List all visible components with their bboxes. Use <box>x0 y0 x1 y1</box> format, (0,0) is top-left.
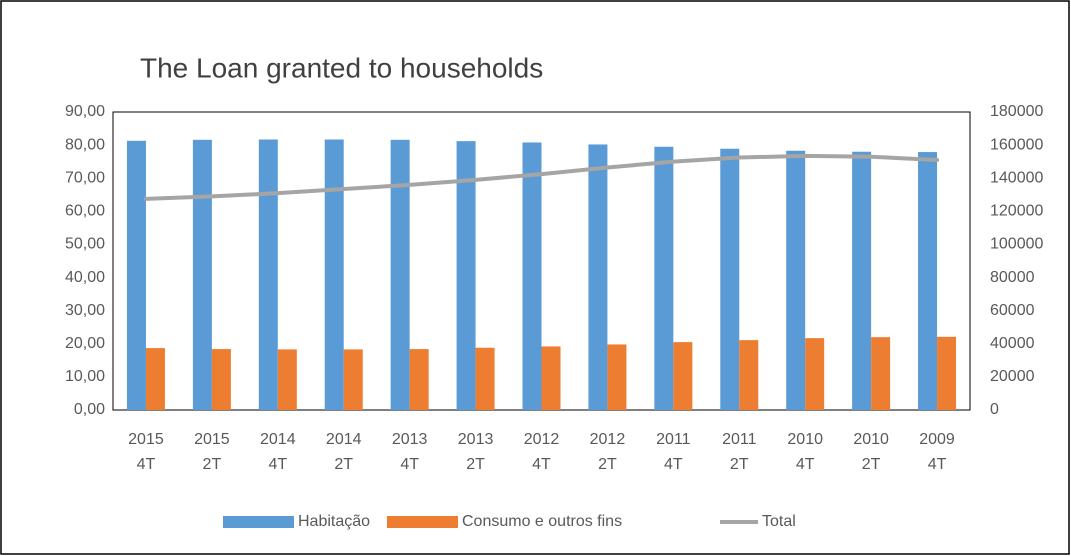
bar <box>588 144 608 410</box>
x-tick-label: 2014 <box>326 431 362 448</box>
chart-title: The Loan granted to households <box>140 52 543 83</box>
x-tick-label: 2011 <box>722 431 757 448</box>
y2-tick-label: 40000 <box>990 335 1035 352</box>
bar <box>258 139 278 410</box>
x-tick-label: 2T <box>862 456 881 473</box>
bar <box>786 150 806 411</box>
x-tick-label: 4T <box>664 456 683 473</box>
x-tick-label: 2010 <box>787 431 823 448</box>
y-tick-label: 10,00 <box>65 368 105 385</box>
bar <box>654 146 674 410</box>
x-tick-label: 2012 <box>590 431 626 448</box>
x-tick-label: 2014 <box>260 431 296 448</box>
legend-label: Total <box>762 513 796 530</box>
x-tick-label: 2T <box>466 456 485 473</box>
x-tick-label: 2013 <box>458 431 494 448</box>
x-tick-label: 2T <box>598 456 617 473</box>
bar <box>720 148 740 410</box>
x-tick-label: 4T <box>268 456 287 473</box>
y-tick-label: 70,00 <box>65 169 105 186</box>
x-tick-label: 4T <box>928 456 947 473</box>
x-tick-label: 4T <box>137 456 156 473</box>
y-tick-label: 90,00 <box>65 103 105 120</box>
legend-swatch <box>387 516 458 528</box>
y2-tick-label: 80000 <box>990 269 1035 286</box>
x-tick-label: 4T <box>796 456 815 473</box>
y2-tick-label: 160000 <box>990 136 1043 153</box>
bar <box>409 349 429 410</box>
bar <box>739 340 759 410</box>
y-tick-label: 50,00 <box>65 236 105 253</box>
bar <box>871 337 891 410</box>
y-tick-label: 30,00 <box>65 302 105 319</box>
x-tick-label: 2T <box>334 456 353 473</box>
legend-label: Habitação <box>298 513 370 530</box>
bar <box>475 347 495 410</box>
x-tick-label: 4T <box>400 456 419 473</box>
bar <box>607 344 627 410</box>
legend-label: Consumo e outros fins <box>462 513 622 530</box>
bar <box>192 139 212 410</box>
x-tick-label: 2T <box>730 456 749 473</box>
x-tick-label: 2013 <box>392 431 428 448</box>
y-tick-label: 80,00 <box>65 136 105 153</box>
bar <box>673 342 693 410</box>
y-tick-label: 20,00 <box>65 335 105 352</box>
bar <box>343 349 363 410</box>
y2-tick-label: 100000 <box>990 236 1043 253</box>
x-tick-label: 2010 <box>853 431 889 448</box>
y2-tick-label: 120000 <box>990 203 1043 220</box>
x-tick-label: 2015 <box>128 431 164 448</box>
bar <box>456 141 476 411</box>
x-tick-label: 2011 <box>656 431 691 448</box>
y2-tick-label: 60000 <box>990 302 1035 319</box>
bar <box>852 151 872 410</box>
y2-tick-label: 20000 <box>990 368 1035 385</box>
bar <box>541 346 561 410</box>
bar <box>324 139 344 410</box>
x-tick-label: 2015 <box>194 431 230 448</box>
y2-tick-label: 140000 <box>990 169 1043 186</box>
bar <box>390 139 410 410</box>
bar <box>522 142 542 410</box>
y2-tick-label: 0 <box>990 401 999 418</box>
y-tick-label: 0,00 <box>74 401 105 418</box>
bar <box>805 338 825 410</box>
x-tick-label: 2009 <box>919 431 955 448</box>
bar <box>145 348 165 410</box>
y2-tick-label: 180000 <box>990 103 1043 120</box>
x-tick-label: 2012 <box>524 431 560 448</box>
bar <box>126 140 146 410</box>
legend-swatch <box>223 516 294 528</box>
bar <box>918 152 938 410</box>
line <box>143 153 940 201</box>
x-tick-label: 2T <box>203 456 222 473</box>
bar <box>937 336 957 410</box>
y-tick-label: 40,00 <box>65 269 105 286</box>
bar <box>211 349 231 410</box>
x-tick-label: 4T <box>532 456 551 473</box>
bar <box>277 349 297 410</box>
y-tick-label: 60,00 <box>65 203 105 220</box>
